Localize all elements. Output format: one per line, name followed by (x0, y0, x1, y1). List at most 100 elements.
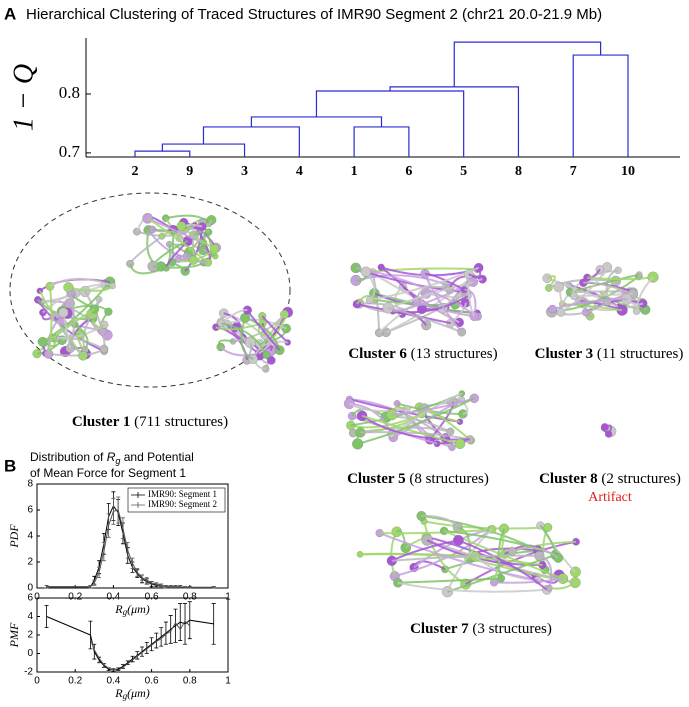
strand (387, 306, 463, 333)
strand (546, 277, 620, 309)
strand (391, 539, 459, 562)
cluster-label: Cluster 5 (8 structures) (347, 471, 489, 487)
dendrogram-link (572, 54, 629, 157)
error-bar (144, 577, 149, 584)
dendrogram-link (134, 150, 191, 157)
leaf-label: 7 (570, 164, 577, 179)
strand (397, 577, 502, 584)
error-bar (168, 585, 173, 589)
error-bar (130, 557, 135, 569)
error-bar (159, 583, 164, 588)
panel-title: Distribution of Rg and Potential (30, 450, 194, 466)
error-bar (211, 603, 216, 645)
x-tick-label: 0.4 (106, 676, 120, 687)
cluster-label: Cluster 7 (3 structures) (410, 621, 552, 637)
error-bar (140, 574, 145, 581)
error-bar (106, 513, 111, 538)
strand (357, 397, 475, 445)
y-tick-label: 0 (27, 648, 33, 659)
error-bar (88, 585, 93, 589)
structure (350, 262, 487, 338)
error-bar (130, 655, 135, 663)
leaf-label: 3 (241, 164, 248, 179)
error-bar (183, 586, 188, 589)
y-tick-label: 8 (27, 479, 33, 490)
error-bar (116, 496, 121, 524)
title-part: R (107, 450, 116, 464)
leaf-label: 10 (621, 164, 635, 179)
x-label-part: (μm) (127, 602, 150, 616)
strand (47, 286, 53, 355)
x-tick-label: 0.4 (106, 592, 120, 603)
dendrogram-link (250, 116, 383, 127)
strand (497, 528, 506, 579)
strand (424, 272, 465, 291)
strand (49, 277, 113, 288)
y-axis-label: PDF (7, 524, 21, 549)
cluster-count: (8 structures) (406, 471, 489, 487)
strand (570, 273, 640, 294)
y-tick-label: 0 (27, 583, 33, 594)
strand (562, 302, 623, 312)
structure (212, 305, 294, 373)
leaf-label: 2 (132, 164, 139, 179)
error-bar (178, 603, 183, 641)
error-bar (163, 621, 168, 645)
bead (545, 284, 553, 292)
error-bar (163, 585, 168, 589)
structure (356, 511, 581, 598)
strand (583, 281, 634, 295)
strand (356, 303, 451, 325)
panel-title: Hierarchical Clustering of Traced Struct… (26, 6, 602, 23)
bead (548, 304, 557, 314)
x-axis-label: Rg(μm) (114, 686, 150, 701)
cluster-name: Cluster 8 (539, 471, 597, 487)
error-bar (92, 643, 97, 660)
leaf-label: 9 (186, 164, 193, 179)
legend-symbol (131, 502, 145, 508)
cluster-label: Cluster 3 (11 structures) (535, 346, 684, 362)
legend-symbol (131, 492, 145, 498)
dendrogram-link (315, 90, 465, 157)
y-tick-label: 2 (27, 630, 33, 641)
strand (396, 402, 463, 415)
y-axis-label: 1 − Q (8, 64, 39, 131)
x-label-part: (μm) (127, 686, 150, 700)
strand (361, 415, 470, 441)
structure (343, 390, 479, 451)
strand (220, 309, 248, 325)
strand (220, 322, 268, 356)
series-line (46, 616, 214, 671)
legend-box (127, 487, 226, 513)
error-bar (149, 581, 154, 585)
error-bar (173, 608, 178, 643)
error-bar (178, 585, 183, 589)
structure (600, 423, 617, 438)
y-tick-label: 6 (27, 505, 33, 516)
cluster-count: (11 structures) (593, 346, 683, 362)
cluster-name: Cluster 3 (535, 346, 593, 362)
title-part: g (115, 456, 120, 466)
structure (126, 213, 221, 276)
strand (240, 317, 254, 361)
strand (494, 577, 564, 584)
cluster-outline (9, 192, 291, 388)
legend-label: IMR90: Segment 2 (148, 499, 217, 509)
error-bar (140, 646, 145, 657)
x-label-part: g (123, 691, 128, 701)
error-bar (97, 566, 102, 578)
cluster-name: Cluster 7 (410, 621, 469, 637)
error-bar (92, 579, 97, 586)
y-tick-label: 6 (27, 593, 33, 604)
strand (68, 285, 114, 292)
panel-label: A (4, 4, 16, 23)
x-label-part: g (123, 607, 128, 617)
y-tick-label: 2 (27, 557, 33, 568)
strand (391, 554, 540, 562)
error-bar (88, 620, 93, 650)
dendrogram-link (161, 143, 246, 157)
y-tick-label: -2 (24, 667, 33, 678)
error-bar (168, 615, 173, 644)
strand (552, 298, 627, 311)
error-bar (149, 637, 154, 652)
